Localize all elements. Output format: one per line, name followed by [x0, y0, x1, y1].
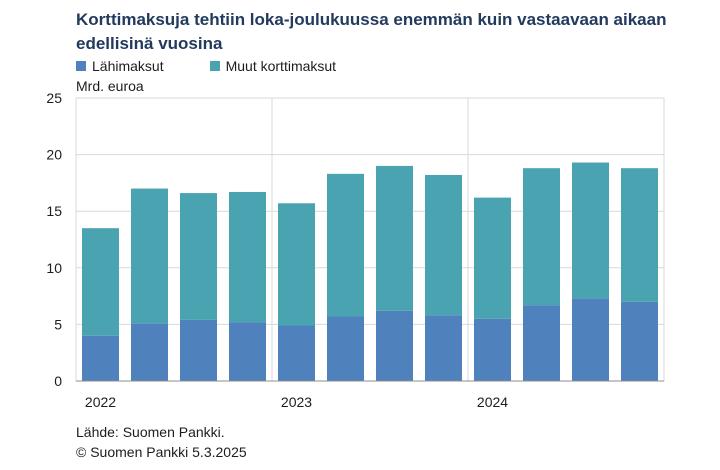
- bar-lahimaksut: [572, 298, 609, 381]
- chart-title: Korttimaksuja tehtiin loka-joulukuussa e…: [76, 10, 667, 53]
- y-tick-label: 20: [46, 147, 62, 163]
- bar-muut-korttimaksut: [327, 173, 364, 317]
- x-year-label: 2022: [85, 394, 116, 410]
- copyright-note: © Suomen Pankki 5.3.2025: [76, 444, 247, 460]
- bar-lahimaksut: [474, 318, 511, 381]
- bar-lahimaksut: [278, 325, 315, 381]
- footer: Lähde: Suomen Pankki. © Suomen Pankki 5.…: [76, 422, 247, 462]
- legend-label-muut: Muut korttimaksut: [225, 58, 337, 74]
- legend-swatch-lahimaksut: [76, 61, 86, 71]
- y-axis-unit-label: Mrd. euroa: [76, 78, 144, 94]
- bar-muut-korttimaksut: [180, 193, 217, 320]
- bar-muut-korttimaksut: [82, 228, 119, 336]
- source-note: Lähde: Suomen Pankki.: [76, 424, 225, 440]
- bar-muut-korttimaksut: [572, 162, 609, 299]
- bar-muut-korttimaksut: [131, 188, 168, 324]
- bar-muut-korttimaksut: [278, 203, 315, 326]
- bar-lahimaksut: [621, 301, 658, 381]
- x-year-label: 2023: [281, 394, 312, 410]
- y-tick-label: 25: [46, 90, 62, 106]
- bar-lahimaksut: [180, 319, 217, 381]
- bar-lahimaksut: [82, 335, 119, 381]
- bar-lahimaksut: [425, 315, 462, 381]
- bar-muut-korttimaksut: [425, 174, 462, 316]
- bar-lahimaksut: [229, 322, 266, 381]
- y-tick-label: 15: [46, 203, 62, 219]
- bar-muut-korttimaksut: [621, 168, 658, 302]
- bar-lahimaksut: [376, 310, 413, 381]
- bar-muut-korttimaksut: [474, 197, 511, 319]
- bar-lahimaksut: [523, 305, 560, 381]
- y-tick-label: 5: [54, 316, 62, 332]
- legend-label-lahimaksut: Lähimaksut: [92, 58, 164, 74]
- y-tick-label: 0: [54, 373, 62, 389]
- legend-swatch-muut: [209, 61, 220, 71]
- bar-muut-korttimaksut: [229, 191, 266, 323]
- x-year-label: 2024: [477, 394, 508, 410]
- bar-lahimaksut: [327, 316, 364, 381]
- y-tick-label: 10: [46, 260, 62, 276]
- legend-item-lahimaksut: Lähimaksut: [76, 57, 164, 75]
- bar-muut-korttimaksut: [376, 165, 413, 311]
- bar-lahimaksut: [131, 323, 168, 381]
- legend-item-muut: Muut korttimaksut: [209, 57, 337, 75]
- bar-muut-korttimaksut: [523, 168, 560, 306]
- legend: Lähimaksut Muut korttimaksut: [76, 57, 382, 75]
